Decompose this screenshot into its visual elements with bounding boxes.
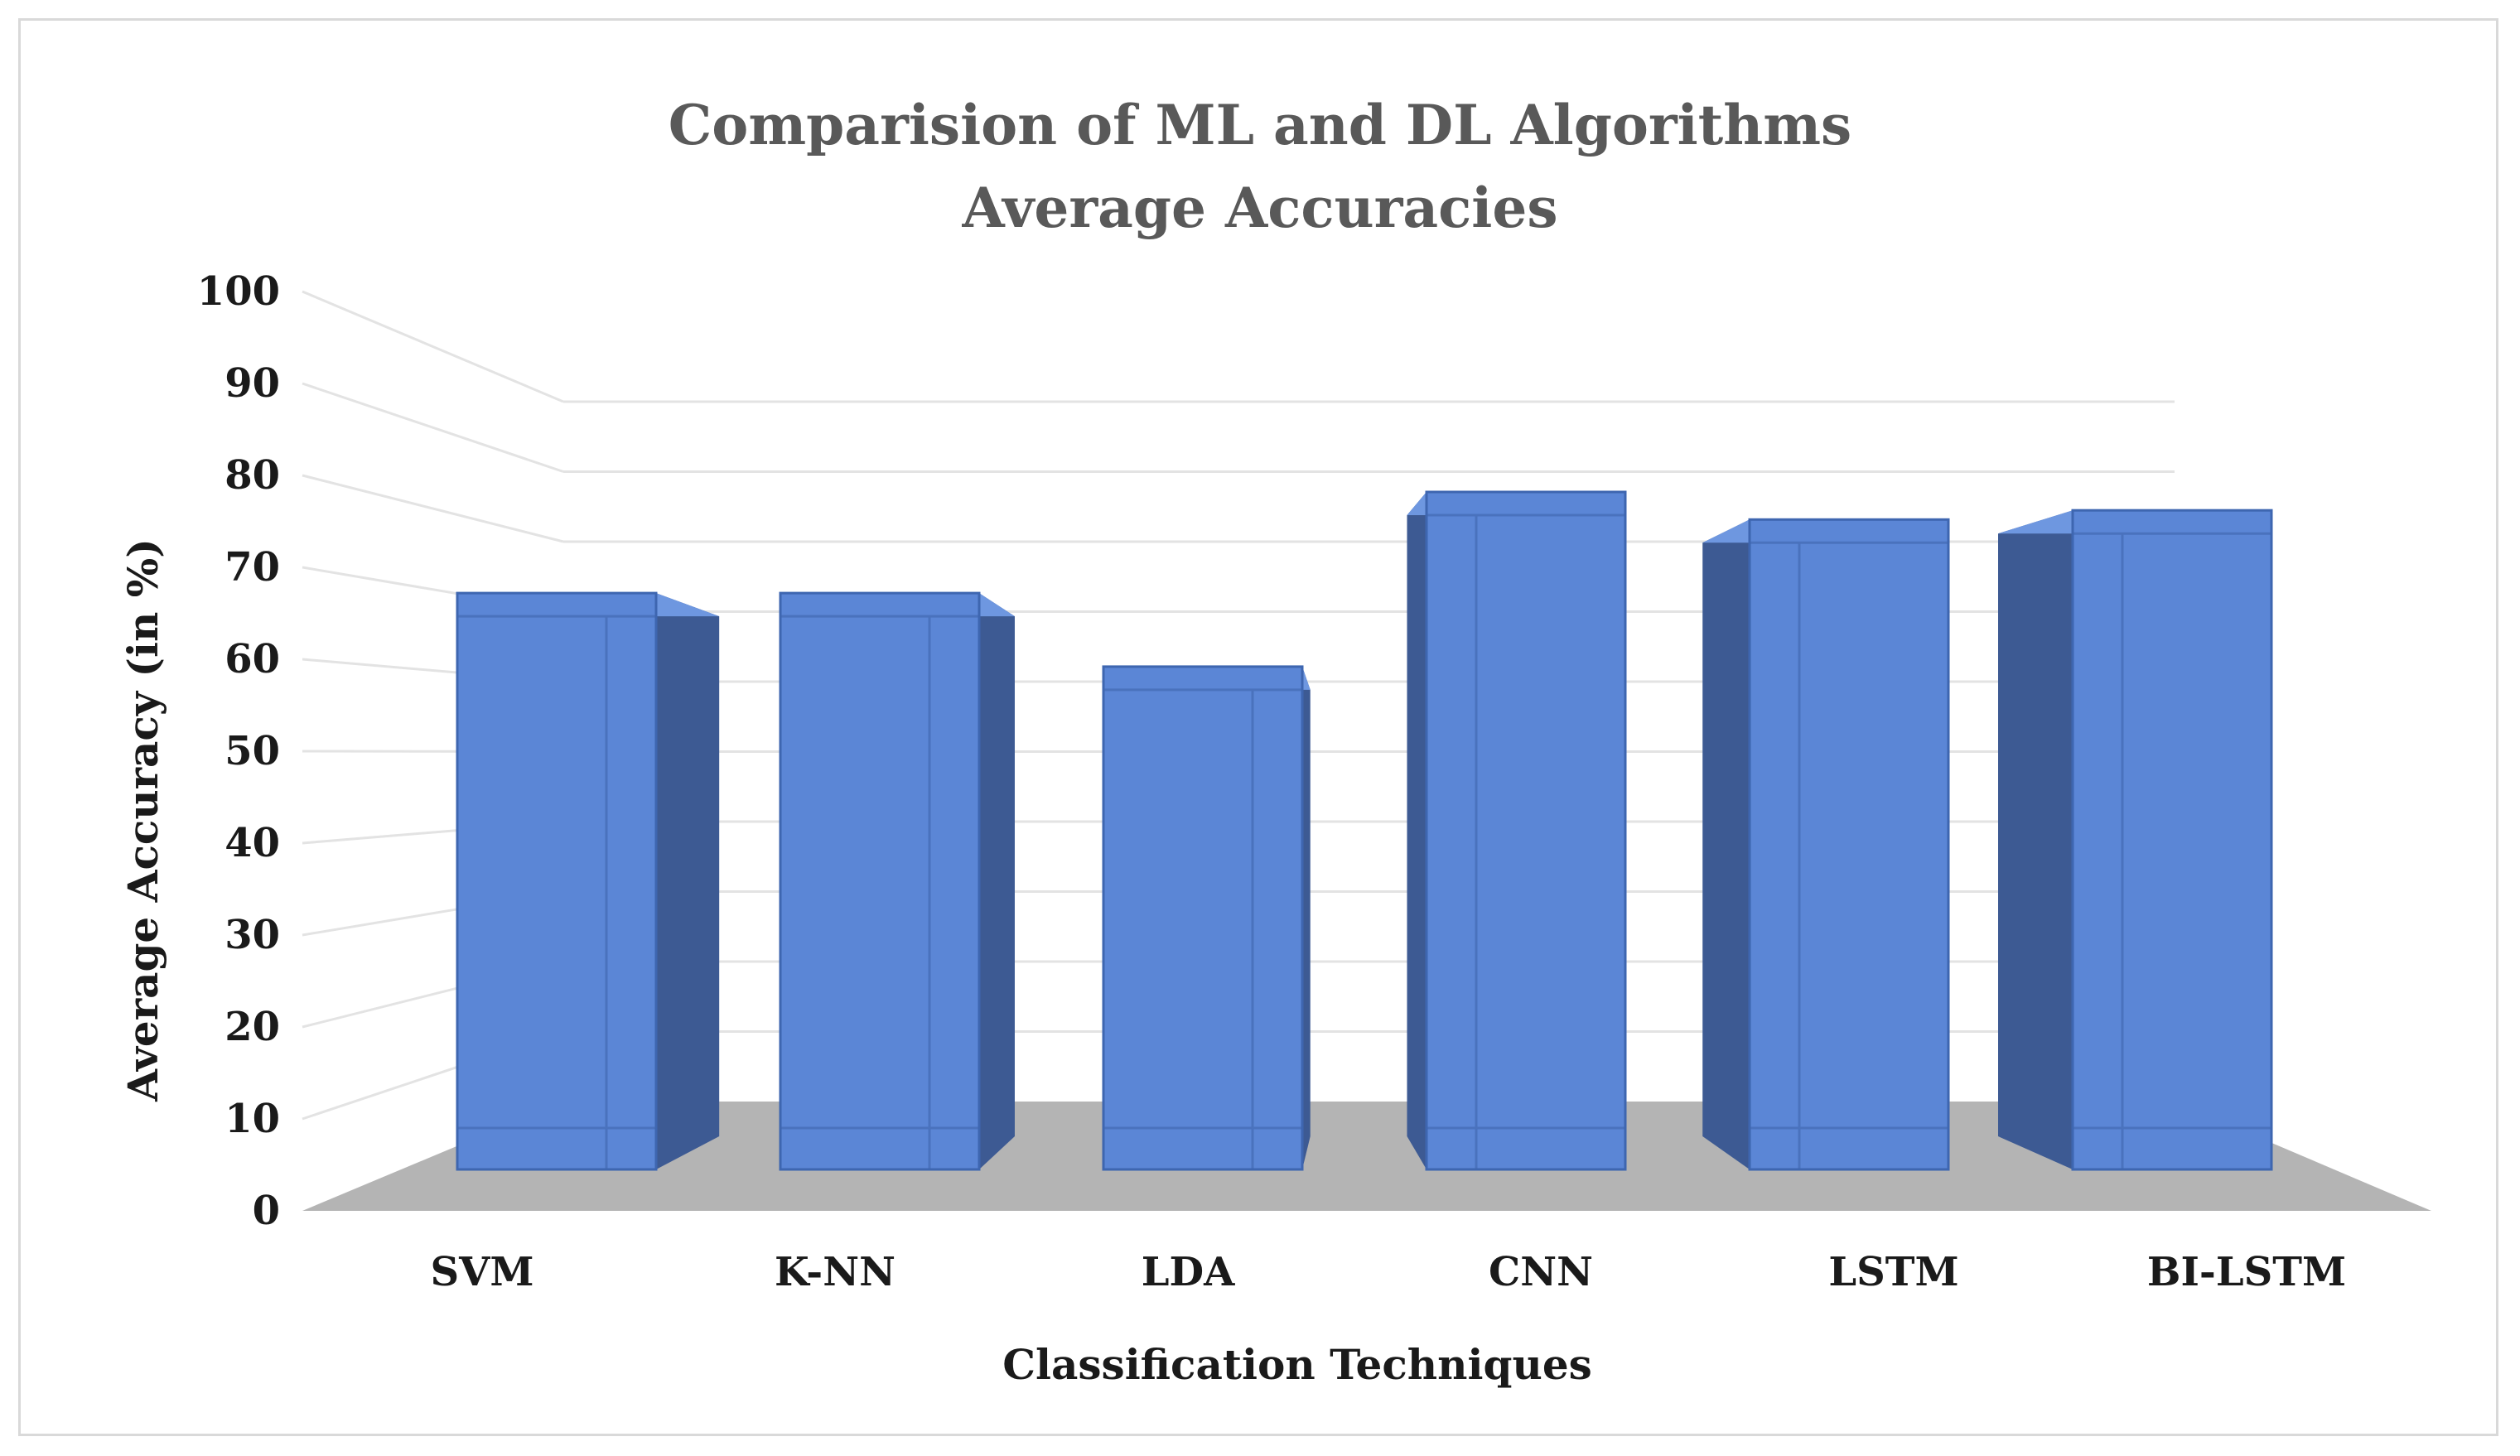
y-axis-title: Average Accuracy (in %): [118, 538, 167, 1102]
bar-outline: [2071, 509, 2273, 1171]
gridline-side: [302, 382, 564, 473]
bar-side-face: [979, 593, 1015, 1169]
bar-outline: [1102, 665, 1304, 1171]
bar-lda: [1102, 665, 1311, 1171]
bar-outline: [1748, 518, 1950, 1171]
bar-side-face: [1998, 510, 2073, 1169]
y-tick-label: 20: [224, 1004, 280, 1050]
x-tick-label: SVM: [430, 1249, 533, 1295]
bar-bi-lstm: [1998, 509, 2273, 1171]
x-tick-label: CNN: [1489, 1249, 1593, 1295]
bar-outline: [456, 591, 658, 1171]
y-tick-label: 100: [197, 268, 280, 315]
bar-outline: [1425, 490, 1627, 1171]
bar-front-face: [1103, 666, 1302, 1169]
gridline-side: [302, 290, 564, 403]
bar-side-face: [656, 593, 720, 1169]
y-tick-label: 0: [253, 1188, 280, 1234]
bar-lstm: [1702, 518, 1950, 1171]
x-axis-title: Classification Techniques: [1002, 1340, 1592, 1389]
bar-side-face: [1407, 492, 1427, 1169]
y-tick-label: 80: [224, 452, 280, 499]
y-tick-label: 10: [224, 1096, 280, 1142]
y-tick-label: 50: [224, 728, 280, 774]
bar-cnn: [1407, 490, 1627, 1171]
x-tick-label: LSTM: [1828, 1249, 1958, 1295]
y-tick-label: 70: [224, 544, 280, 591]
chart-subtitle: Average Accuracies: [962, 176, 1558, 240]
y-tick-label: 60: [224, 636, 280, 682]
y-tick-label: 40: [224, 820, 280, 866]
bar-svm: [456, 591, 720, 1171]
y-axis-ticks: 0 10 20 30 40 50 60 70 80 90 100: [197, 268, 280, 1234]
y-tick-label: 90: [224, 360, 280, 407]
chart-title: Comparision of ML and DL Algorithms: [668, 93, 1852, 157]
x-tick-label: LDA: [1142, 1249, 1235, 1295]
bar-front-face: [780, 593, 979, 1169]
bar-k-nn: [779, 591, 1015, 1171]
x-tick-label: K-NN: [775, 1249, 896, 1295]
bar-front-face: [1427, 492, 1625, 1169]
x-tick-label: BI-LSTM: [2147, 1249, 2346, 1295]
bar-front-face: [2073, 510, 2271, 1169]
bar-side-face: [1302, 666, 1311, 1169]
y-tick-label: 30: [224, 912, 280, 958]
bar-front-face: [457, 593, 656, 1169]
x-axis-ticks: SVM K-NN LDA CNN LSTM BI-LSTM: [430, 1249, 2346, 1295]
gridline-side: [302, 474, 564, 543]
bar-outline: [779, 591, 981, 1171]
bar-side-face: [1702, 519, 1750, 1169]
bars: [456, 490, 2273, 1171]
bar-front-face: [1750, 519, 1948, 1169]
